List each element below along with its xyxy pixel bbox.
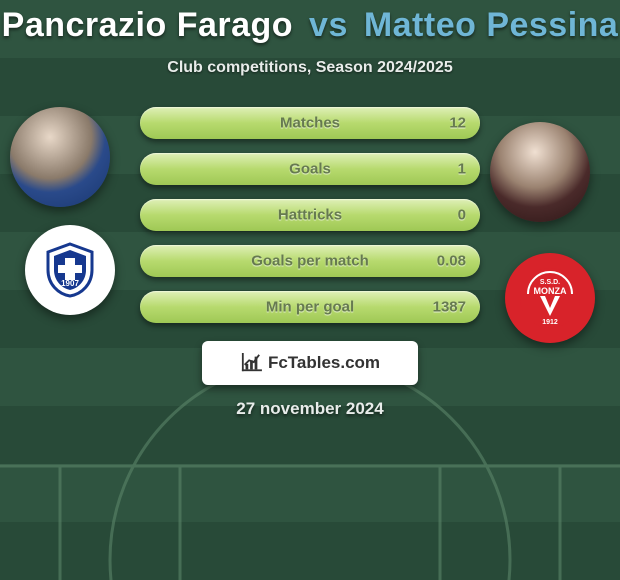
stat-value-right: 12: [449, 115, 466, 132]
stat-value-right: 1: [458, 161, 466, 178]
stat-value-right: 0: [458, 207, 466, 224]
chart-icon: [240, 353, 262, 373]
svg-text:S.S.D.: S.S.D.: [540, 279, 560, 286]
stat-label: Goals per match: [251, 253, 369, 270]
vs-text: vs: [309, 6, 348, 44]
stat-bar-hattricks: Hattricks 0: [140, 199, 480, 231]
comparison-area: 1907 S.S.D. MONZA 1912 Matches 12: [0, 107, 620, 323]
stat-label: Goals: [289, 161, 331, 178]
player2-name: Matteo Pessina: [364, 6, 619, 44]
player2-avatar: [490, 122, 590, 222]
page-title: Pancrazio Farago vs Matteo Pessina: [2, 6, 619, 45]
svg-text:1912: 1912: [542, 319, 558, 326]
svg-text:MONZA: MONZA: [534, 286, 567, 296]
stat-label: Hattricks: [278, 207, 342, 224]
stat-label: Matches: [280, 115, 340, 132]
como-crest-icon: 1907: [40, 240, 100, 300]
player2-club-badge: S.S.D. MONZA 1912: [505, 253, 595, 343]
player1-avatar: [10, 107, 110, 207]
monza-crest-icon: S.S.D. MONZA 1912: [518, 266, 582, 330]
stat-bar-min-per-goal: Min per goal 1387: [140, 291, 480, 323]
branding-panel: FcTables.com: [202, 341, 418, 385]
player1-name: Pancrazio Farago: [2, 6, 293, 44]
player1-club-badge: 1907: [25, 225, 115, 315]
svg-text:1907: 1907: [61, 279, 79, 288]
date-text: 27 november 2024: [236, 399, 383, 419]
stat-value-right: 1387: [433, 299, 466, 316]
stat-bars: Matches 12 Goals 1 Hattricks 0 Goals per…: [140, 107, 480, 323]
stat-value-right: 0.08: [437, 253, 466, 270]
stat-bar-matches: Matches 12: [140, 107, 480, 139]
branding-text: FcTables.com: [268, 353, 380, 373]
stat-bar-goals: Goals 1: [140, 153, 480, 185]
subtitle: Club competitions, Season 2024/2025: [167, 59, 452, 77]
stat-bar-goals-per-match: Goals per match 0.08: [140, 245, 480, 277]
stat-label: Min per goal: [266, 299, 354, 316]
